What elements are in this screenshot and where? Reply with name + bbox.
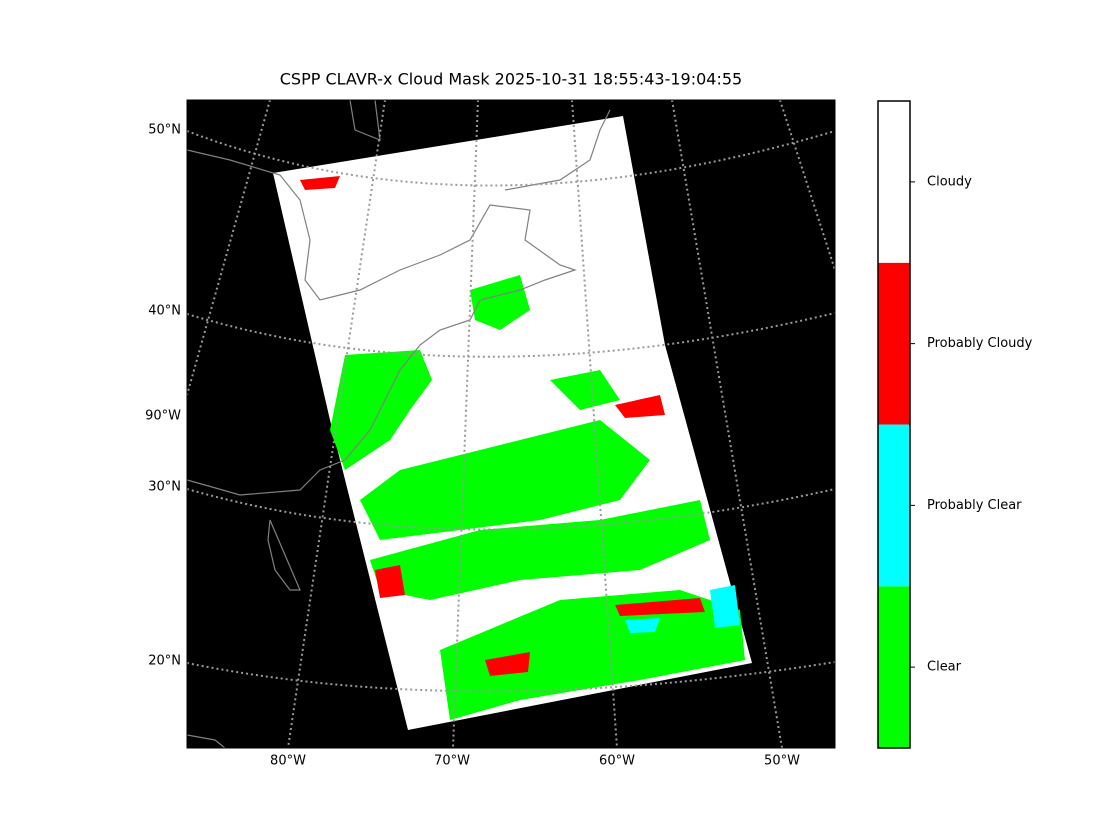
map-frame: [186, 99, 836, 749]
lon-label: 90°W: [145, 409, 181, 424]
lon-label: 60°W: [599, 754, 635, 769]
colorbar-label: Cloudy: [927, 174, 972, 189]
lat-label: 30°N: [148, 480, 181, 495]
colorbar-frame: [877, 100, 911, 749]
map-labels: 50°N 40°N 30°N 20°N 80°W 70°W 60°W 50°W 90°W: [145, 123, 800, 769]
colorbar-segment: [878, 262, 910, 425]
colorbar: Clear Probably Clear Probably Cloudy Cloudy: [877, 100, 1033, 749]
colorbar-segment: [878, 101, 910, 263]
colorbar-label: Clear: [927, 660, 962, 675]
map-title: CSPP CLAVR-x Cloud Mask 2025-10-31 18:55…: [280, 70, 742, 89]
lat-label: 50°N: [148, 123, 181, 138]
lon-label: 50°W: [764, 754, 800, 769]
probably-cloudy-areas: [300, 176, 705, 676]
colorbar-label: Probably Cloudy: [927, 336, 1033, 351]
colorbar-segment: [878, 586, 910, 748]
coastline: [187, 100, 611, 748]
lat-label: 40°N: [148, 304, 181, 319]
colorbar-label: Probably Clear: [927, 498, 1022, 513]
graticule: [187, 100, 835, 748]
colorbar-segment: [878, 424, 910, 587]
clear-areas: [330, 275, 745, 720]
lat-label: 20°N: [148, 654, 181, 669]
probably-clear-areas: [625, 585, 740, 633]
lon-label: 70°W: [434, 754, 470, 769]
lon-label: 80°W: [270, 754, 306, 769]
map-content: [187, 100, 835, 748]
